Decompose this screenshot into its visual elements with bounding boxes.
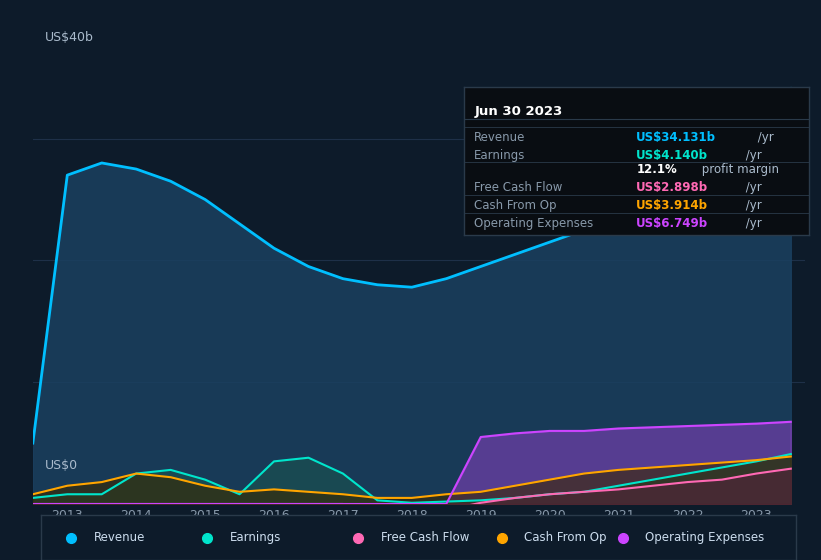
Text: Free Cash Flow: Free Cash Flow: [381, 531, 470, 544]
Text: US$34.131b: US$34.131b: [636, 130, 716, 144]
Text: US$3.914b: US$3.914b: [636, 199, 709, 212]
Text: /yr: /yr: [742, 217, 762, 230]
Text: Cash From Op: Cash From Op: [525, 531, 607, 544]
Text: /yr: /yr: [742, 181, 762, 194]
Text: /yr: /yr: [742, 148, 762, 162]
Text: US$40b: US$40b: [44, 31, 94, 44]
Text: US$0: US$0: [44, 459, 77, 472]
Text: US$2.898b: US$2.898b: [636, 181, 709, 194]
Text: US$6.749b: US$6.749b: [636, 217, 709, 230]
Text: Jun 30 2023: Jun 30 2023: [475, 105, 562, 118]
Text: /yr: /yr: [754, 130, 773, 144]
Text: Revenue: Revenue: [94, 531, 145, 544]
Text: Free Cash Flow: Free Cash Flow: [475, 181, 562, 194]
Text: /yr: /yr: [742, 199, 762, 212]
Text: Operating Expenses: Operating Expenses: [645, 531, 764, 544]
Text: Operating Expenses: Operating Expenses: [475, 217, 594, 230]
Text: Earnings: Earnings: [230, 531, 282, 544]
Text: Revenue: Revenue: [475, 130, 525, 144]
Text: US$4.140b: US$4.140b: [636, 148, 709, 162]
Text: profit margin: profit margin: [699, 164, 779, 176]
Text: Cash From Op: Cash From Op: [475, 199, 557, 212]
Text: 12.1%: 12.1%: [636, 164, 677, 176]
Text: Earnings: Earnings: [475, 148, 525, 162]
